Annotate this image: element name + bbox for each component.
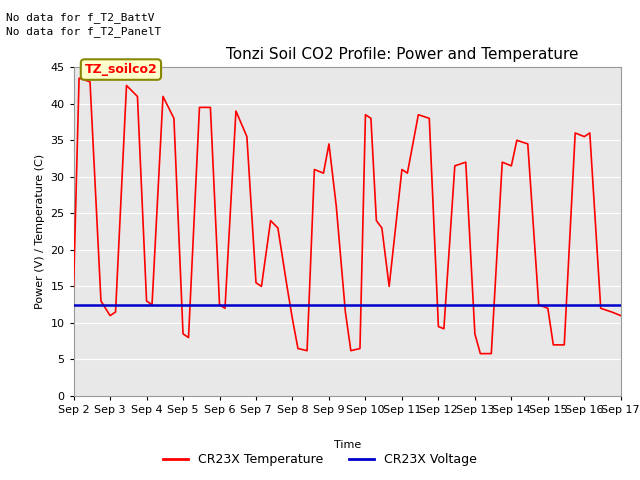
Title: Tonzi Soil CO2 Profile: Power and Temperature: Tonzi Soil CO2 Profile: Power and Temper… xyxy=(226,47,578,62)
Text: No data for f_T2_BattV: No data for f_T2_BattV xyxy=(6,12,155,23)
Text: No data for f_T2_PanelT: No data for f_T2_PanelT xyxy=(6,26,162,37)
Legend: CR23X Temperature, CR23X Voltage: CR23X Temperature, CR23X Voltage xyxy=(159,448,481,471)
Text: TZ_soilco2: TZ_soilco2 xyxy=(84,63,157,76)
Y-axis label: Power (V) / Temperature (C): Power (V) / Temperature (C) xyxy=(35,154,45,309)
X-axis label: Time: Time xyxy=(333,440,361,450)
